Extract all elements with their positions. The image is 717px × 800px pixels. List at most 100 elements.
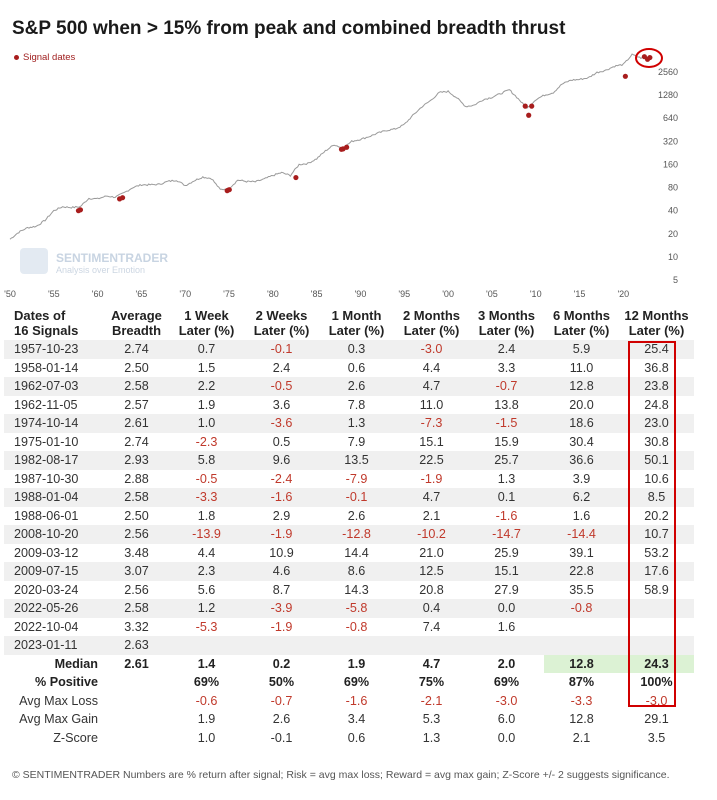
table-cell: -5.3	[195, 619, 218, 634]
table-cell: 23.8	[619, 377, 694, 396]
z-score-row: Z-Score 1.0 -0.1 0.6 1.3 0.0 2.1 3.5	[4, 729, 694, 748]
table-cell: 35.5	[569, 582, 594, 597]
table-cell	[469, 636, 544, 655]
table-cell: 20.2	[644, 508, 669, 523]
signal-date: 1982-08-17	[4, 451, 104, 470]
table-cell	[104, 710, 169, 729]
table-cell: 4.7	[422, 656, 441, 671]
table-row: 1982-08-17 2.93 5.8 9.6 13.5 22.5 25.7 36.6 50.1	[4, 451, 694, 470]
table-cell	[169, 636, 244, 655]
x-tick-label: '65	[136, 289, 148, 299]
table-cell: 13.8	[494, 397, 519, 412]
table-cell: 12.5	[394, 562, 469, 581]
table-cell: 12.8	[569, 712, 594, 727]
table-cell: 7.8	[347, 397, 366, 412]
table-cell: -2.1	[420, 693, 443, 708]
signal-date: 1962-07-03	[4, 377, 104, 396]
median-row: Median 2.61 1.4 0.2 1.9 4.7 2.0 12.8 24.3	[4, 654, 694, 673]
table-cell: 2.58	[104, 488, 169, 507]
table-cell: 4.4	[422, 360, 441, 375]
x-tick-label: '80	[267, 289, 279, 299]
table-cell: -1.5	[469, 414, 544, 433]
x-tick-label: '00	[442, 289, 454, 299]
signal-date: 2009-03-12	[14, 545, 79, 560]
y-tick-label: 80	[668, 183, 678, 193]
signal-point	[522, 103, 528, 109]
table-cell: 2.58	[104, 377, 169, 396]
avg-max-loss-row: Avg Max Loss -0.6 -0.7 -1.6 -2.1 -3.0 -3.3 -3.0	[4, 692, 694, 711]
x-tick-label: '95	[398, 289, 410, 299]
table-cell: 1.2	[169, 599, 244, 618]
table-cell: -12.8	[319, 525, 394, 544]
table-cell: -0.6	[195, 693, 218, 708]
column-header: 2 Weeks Later (%)	[253, 308, 310, 338]
watermark: SENTIMENTRADER Analysis over Emotion	[20, 248, 168, 275]
signal-date: 1975-01-10	[14, 434, 79, 449]
table-cell: 2.2	[169, 377, 244, 396]
signal-date: 2020-03-24	[14, 582, 79, 597]
table-cell: 2.9	[272, 508, 291, 523]
x-tick-label: '90	[355, 289, 367, 299]
table-cell: 75%	[418, 675, 445, 690]
x-tick-label: '60	[92, 289, 104, 299]
table-cell: 1.6	[497, 619, 516, 634]
table-cell: 15.1	[469, 562, 544, 581]
row-label: % Positive	[35, 675, 98, 690]
avg-max-gain-row: Avg Max Gain 1.9 2.6 3.4 5.3 6.0 12.8 29.1	[4, 710, 694, 729]
signal-point	[647, 54, 653, 61]
table-cell	[319, 636, 394, 655]
table-cell: 11.0	[569, 360, 594, 375]
table-cell: 0.3	[319, 340, 394, 359]
table-cell: -2.4	[270, 471, 293, 486]
table-cell: 1.3	[422, 730, 441, 745]
table-cell: 36.6	[544, 451, 619, 470]
table-row: 2008-10-20 2.56 -13.9 -1.9 -12.8 -10.2 -14.7 -1…	[4, 525, 694, 544]
table-cell: 2.50	[124, 508, 149, 523]
table-cell: 0.7	[169, 340, 244, 359]
table-row: 1957-10-23 2.74 0.7 -0.1 0.3 -3.0 2.4 5.9 25.4	[4, 340, 694, 359]
table-cell: -10.2	[394, 525, 469, 544]
table-cell: 22.8	[544, 562, 619, 581]
table-cell: 2.74	[124, 434, 149, 449]
table-header: Dates of 16 Signals Average Breadth 1 Week La…	[4, 306, 694, 340]
table-row: 2022-10-04 3.32 -5.3 -1.9 -0.8 7.4 1.6	[4, 618, 694, 637]
table-cell: 18.6	[544, 414, 619, 433]
signal-date: 2023-01-11	[4, 636, 104, 655]
table-cell: 1.9	[197, 712, 216, 727]
x-tick-label: '85	[311, 289, 323, 299]
x-tick-label: '20	[617, 289, 629, 299]
row-label: Avg Max Gain	[19, 712, 98, 727]
table-cell: 21.0	[419, 545, 444, 560]
table-cell: 5.8	[169, 451, 244, 470]
table-row: 1958-01-14 2.50 1.5 2.4 0.6 4.4 3.3 11.0 36.8	[4, 359, 694, 378]
table-cell: 36.8	[644, 360, 669, 375]
signal-point	[622, 73, 628, 79]
table-cell: 4.7	[394, 488, 469, 507]
table-cell: 3.5	[647, 730, 666, 745]
table-row: 1988-06-01 2.50 1.8 2.9 2.6 2.1 -1.6 1.6 20.2	[4, 507, 694, 526]
table-cell: 23.0	[619, 414, 694, 433]
table-cell: 2.6	[347, 508, 366, 523]
y-tick-label: 320	[663, 136, 678, 146]
table-cell: 69%	[343, 675, 370, 690]
table-cell: -3.3	[169, 488, 244, 507]
column-header: 1 Week Later (%)	[178, 308, 235, 338]
column-header: 12 Months Later (%)	[624, 308, 689, 338]
table-row: 1987-10-30 2.88 -0.5 -2.4 -7.9 -1.9 1.3 3.9 10.6	[4, 470, 694, 489]
signal-date: 1958-01-14	[14, 360, 79, 375]
table-cell: 7.4	[422, 619, 441, 634]
legend: Signal dates	[14, 52, 75, 63]
table-cell: 15.1	[419, 434, 444, 449]
signal-date: 2008-10-20	[4, 525, 104, 544]
table-cell: 87%	[568, 675, 595, 690]
table-cell: -1.6	[244, 488, 319, 507]
signal-date: 2009-07-15	[4, 562, 104, 581]
row-label: Z-Score	[53, 730, 98, 745]
table-cell: 50%	[268, 675, 295, 690]
table-cell: 24.8	[644, 397, 669, 412]
table-row: 2023-01-11 2.63	[4, 636, 694, 655]
table-cell: 6.2	[544, 488, 619, 507]
table-cell: 4.6	[244, 562, 319, 581]
table-cell: -1.6	[345, 693, 368, 708]
table-cell: -0.1	[244, 340, 319, 359]
